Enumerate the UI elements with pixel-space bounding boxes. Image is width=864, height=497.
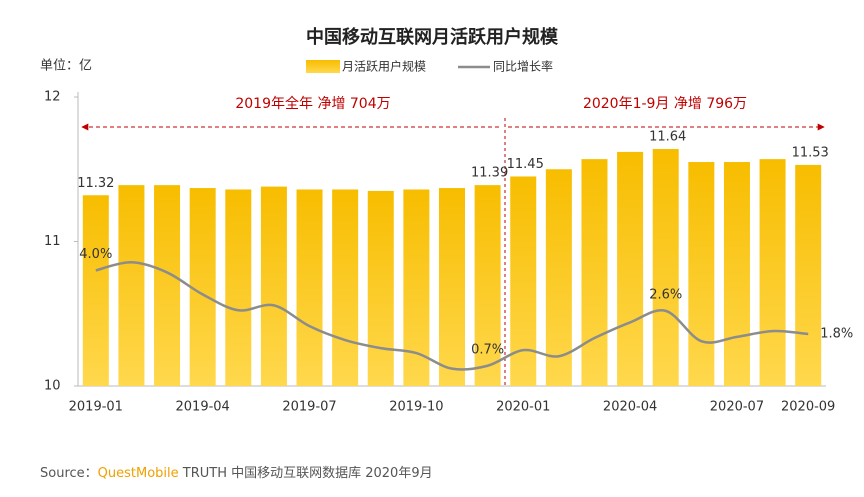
- bar: [723, 162, 750, 386]
- bar: [795, 164, 822, 386]
- data-label: 11.64: [649, 130, 686, 145]
- bar: [688, 162, 715, 386]
- bar: [260, 186, 287, 386]
- x-tick-label: 2019-07: [282, 400, 336, 415]
- bar: [225, 189, 252, 386]
- bar: [474, 185, 501, 386]
- x-tick-label: 2020-04: [603, 400, 657, 415]
- legend-label: 月活跃用户规模: [342, 59, 426, 74]
- line: [95, 261, 809, 371]
- bar: [652, 149, 679, 386]
- bar: [189, 188, 216, 386]
- bar: [154, 185, 181, 386]
- chart-title: 中国移动互联网月活跃用户规模: [306, 26, 559, 48]
- x-tick-label: 2019-10: [389, 400, 443, 415]
- y-tick-label: 12: [44, 90, 61, 105]
- x-tick-label: 2019-04: [176, 400, 230, 415]
- y-tick-label: 10: [44, 379, 61, 394]
- bar: [510, 176, 537, 386]
- legend-label: 同比增长率: [493, 59, 553, 74]
- x-tick-label: 2020-01: [496, 400, 550, 415]
- data-label: 11.32: [77, 176, 114, 191]
- bar: [545, 169, 572, 386]
- source: Source：QuestMobile TRUTH 中国移动互联网数据库 2020…: [40, 465, 433, 481]
- data-label: 1.8%: [820, 326, 853, 341]
- data-label: 11.39: [471, 166, 508, 181]
- data-label: 4.0%: [79, 247, 112, 262]
- x-tick-label: 2020-09: [781, 400, 835, 415]
- data-label: 2.6%: [649, 287, 682, 302]
- bar: [332, 189, 359, 386]
- unit-label: 单位：亿: [40, 59, 92, 74]
- y-tick-label: 11: [44, 234, 61, 249]
- data-label: 11.45: [507, 157, 544, 172]
- x-tick-label: 2019-01: [69, 400, 123, 415]
- source-part: TRUTH 中国移动互联网数据库 2020年9月: [179, 465, 433, 481]
- bar: [759, 159, 786, 386]
- annotation-box: [565, 92, 765, 116]
- source-part: Source：: [40, 466, 98, 481]
- bar: [581, 159, 608, 386]
- legend-swatch: [306, 60, 340, 73]
- data-label: 0.7%: [471, 342, 504, 357]
- source-part: QuestMobile: [98, 466, 179, 481]
- bar: [439, 188, 465, 386]
- bar: [296, 189, 323, 386]
- annotation: 2020年1-9月 净增 796万: [583, 96, 747, 112]
- annotation-box: [228, 92, 398, 116]
- annotation: 2019年全年 净增 704万: [235, 95, 390, 112]
- bar: [367, 190, 394, 386]
- data-label: 11.53: [792, 145, 829, 160]
- x-tick-label: 2020-07: [710, 400, 764, 415]
- bar: [118, 185, 145, 386]
- bar: [617, 151, 644, 386]
- bar: [82, 195, 109, 386]
